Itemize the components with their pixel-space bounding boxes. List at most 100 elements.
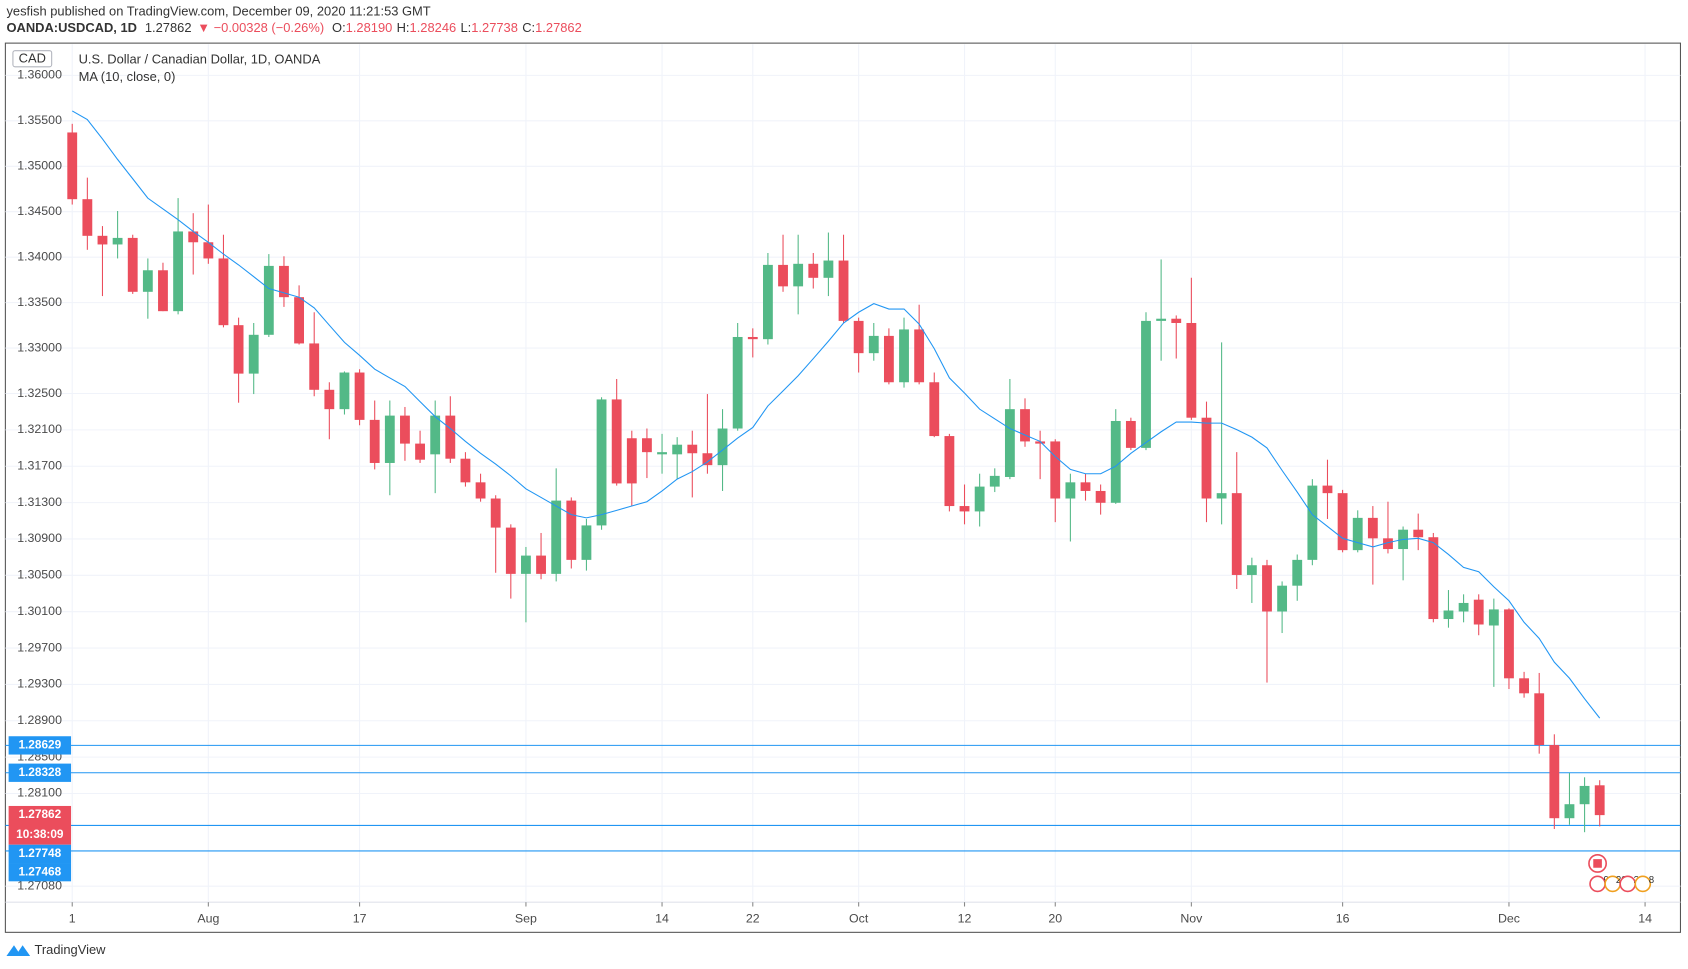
candle-body (536, 555, 546, 574)
candle-body (263, 265, 274, 335)
candle-body (1519, 678, 1530, 694)
candle-body (1262, 565, 1272, 612)
last-price: 1.27862 (145, 21, 192, 36)
x-tick-label: 12 (958, 912, 972, 926)
change: ▼ −0.00328 (−0.26%) (197, 21, 324, 36)
price-label-box (8, 805, 72, 845)
candle-body (1488, 609, 1499, 626)
ohlc-value: 1.28246 (410, 21, 457, 36)
candle-body (1549, 745, 1560, 819)
candle-body (1201, 417, 1212, 499)
candle-body (717, 428, 728, 466)
candle-body (808, 263, 819, 278)
candle-body (233, 325, 244, 374)
indicator-label: MA (10, close, 0) (79, 69, 176, 84)
candle-body (793, 263, 804, 287)
candle-body (521, 555, 531, 574)
price-label-box (8, 763, 72, 782)
ohlc-value: 1.27862 (535, 21, 582, 36)
candle-body (324, 389, 335, 410)
candle-body (642, 438, 652, 453)
grid (5, 44, 1681, 903)
ohlc-key: H: (397, 21, 410, 36)
candle-body (551, 500, 562, 574)
candle-body (1095, 490, 1106, 503)
candle-body (248, 334, 259, 374)
candle-body (1443, 610, 1454, 620)
y-tick-label: 1.35500 (17, 113, 62, 127)
candle-body (1186, 322, 1197, 418)
logo-icon (6, 945, 31, 957)
x-tick-label: 14 (1638, 912, 1652, 926)
candle-body (1367, 517, 1378, 539)
event-count: 8 (1649, 875, 1654, 886)
candle-body (566, 500, 577, 560)
currency-button[interactable] (12, 50, 53, 68)
candle-body (672, 444, 683, 455)
candle-body (97, 235, 108, 245)
y-tick-label: 1.28900 (17, 713, 62, 727)
candle-body (203, 242, 214, 259)
candle-body (1141, 320, 1151, 448)
ohlc-key: C: (522, 21, 535, 36)
candle-body (626, 438, 637, 484)
candle-body (369, 419, 380, 463)
countdown: 10:38:09 (16, 827, 64, 841)
ohlc-value: 1.28190 (346, 21, 393, 36)
price-label: 1.28629 (18, 738, 61, 752)
currency[interactable]: CAD (19, 51, 46, 66)
candle-body (173, 231, 184, 312)
candle-body (460, 458, 471, 483)
candle-body (1322, 485, 1333, 494)
axes: 1.36000 1.35500 1.35000 1.34500 1.34000 1.335… (8, 68, 1652, 926)
y-tick-label: 1.34500 (17, 204, 62, 218)
candle-body (1171, 318, 1182, 323)
candle-body (1504, 609, 1514, 679)
candle-body (339, 372, 350, 410)
events (1588, 854, 1607, 873)
ohlc-value: 1.27738 (471, 21, 518, 36)
candle-body (1156, 318, 1167, 321)
plot (5, 110, 1681, 852)
candle-body (1231, 493, 1242, 575)
candle-body (596, 399, 607, 526)
brand: TradingView (34, 942, 106, 957)
candle-body (82, 199, 93, 236)
candle-body (838, 260, 849, 321)
price-label: 1.28328 (18, 765, 61, 779)
candle-body (1337, 493, 1348, 551)
y-tick-label: 1.36000 (17, 68, 62, 82)
candle-body (1292, 559, 1303, 586)
price-label-box (8, 863, 72, 882)
ma-line (71, 110, 1601, 719)
y-tick-label: 1.30900 (17, 531, 62, 545)
y-tick-label: 1.29700 (17, 640, 62, 654)
y-tick-label: 1.27080 (17, 878, 62, 892)
candle-body (354, 372, 365, 420)
candle-body (687, 444, 698, 454)
candle-body (1277, 585, 1288, 612)
candle-body (309, 343, 320, 390)
chart-title: U.S. Dollar / Canadian Dollar, 1D, OANDA (79, 52, 321, 67)
x-tick-label: Nov (1180, 912, 1203, 926)
candle-body (294, 297, 304, 344)
flag (1593, 859, 1602, 868)
candle-body (112, 237, 123, 245)
y-tick-label: 1.31700 (17, 459, 62, 473)
y-tick-label: 1.33500 (17, 295, 62, 309)
price-label: 1.27748 (18, 846, 61, 860)
y-tick-label: 1.31300 (17, 495, 62, 509)
candle-body (1035, 441, 1046, 444)
candle-body (127, 237, 138, 292)
brand-logo: TradingView (6, 942, 106, 957)
price-label: 1.27862 (18, 807, 61, 821)
x-tick-label: 22 (746, 912, 760, 926)
candle-body (944, 436, 955, 507)
candle-body (989, 475, 1000, 487)
candle-body (823, 260, 834, 278)
ohlc-key: O: (332, 21, 346, 36)
candle-body (1579, 785, 1590, 805)
candle-body (1080, 482, 1091, 491)
candle-body (702, 453, 713, 466)
candle-body (445, 415, 456, 459)
